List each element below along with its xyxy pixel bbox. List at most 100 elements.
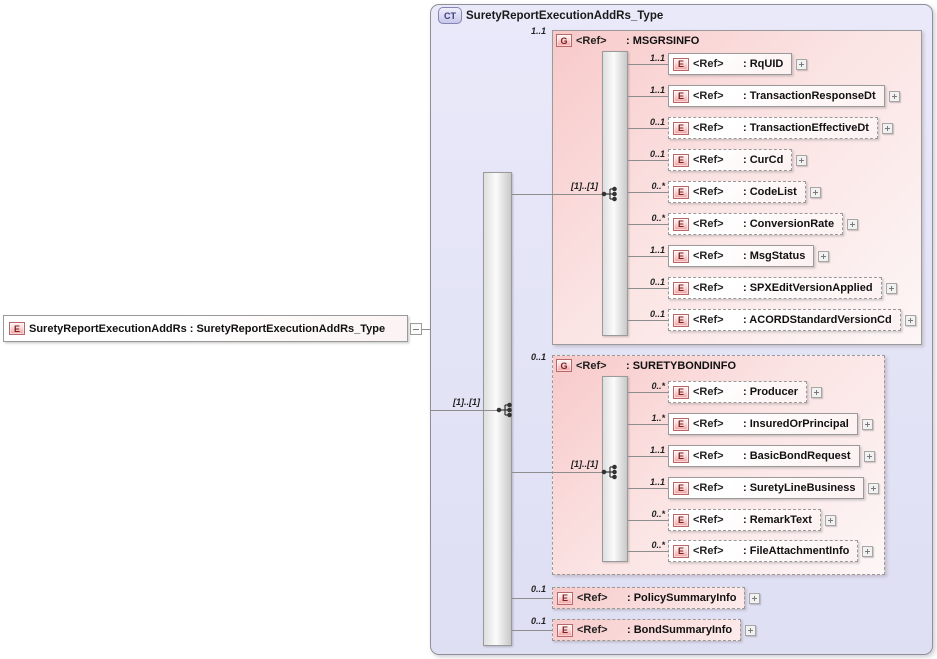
element-icon: E [673,449,689,463]
cardinality-label: 0..1 [649,277,665,287]
complex-type-icon: CT [438,7,462,24]
element-icon: E [673,385,689,399]
element-name: : RqUID [743,58,784,70]
connector-line [628,96,668,97]
element-row-bondsummaryinfo: E <Ref> : BondSummaryInfo [552,619,757,641]
element-name: : InsuredOrPrincipal [743,418,849,430]
element-box[interactable]: E <Ref> : TransactionEffectiveDt [668,117,878,139]
element-icon: E [673,121,689,135]
element-row-acordstandardversioncd: E <Ref> : ACORDStandardVersionCd [668,309,916,331]
connector-line [628,64,668,65]
element-ref-label: <Ref> [693,450,724,462]
element-box[interactable]: E <Ref> : ConversionRate [668,213,844,235]
expand-icon[interactable] [847,218,859,230]
sequence-icon [496,401,514,419]
element-box[interactable]: E <Ref> : CodeList [668,181,806,203]
cardinality-label: 0..1 [530,616,546,626]
expand-icon[interactable] [809,186,821,198]
element-row-curcd: E <Ref> : CurCd [668,149,808,171]
element-name: : RemarkText [743,514,812,526]
group-header-msgrsinfo: G <Ref> : MSGRSINFO [556,34,699,47]
cardinality-label: 0..* [651,509,665,519]
element-ref-label: <Ref> [693,154,724,166]
connector-line [628,128,668,129]
cardinality-label: 1..1 [649,53,665,63]
connector-line [628,192,668,193]
expand-icon[interactable] [811,386,823,398]
expand-icon[interactable] [885,282,897,294]
element-icon: E [673,481,689,495]
cardinality-label: 0..1 [649,149,665,159]
group-ref-label: <Ref> [576,34,607,47]
connector-line [628,520,668,521]
expand-icon[interactable] [888,90,900,102]
connector-line [628,288,668,289]
element-box[interactable]: E <Ref> : RqUID [668,53,793,75]
cardinality-label: 0..1 [649,117,665,127]
connector-line [628,256,668,257]
expand-icon[interactable] [796,154,808,166]
sequence-icon [601,185,619,203]
expand-icon[interactable] [818,250,830,262]
element-icon: E [673,89,689,103]
expand-icon[interactable] [904,314,916,326]
connector-line [431,410,497,411]
expand-icon[interactable] [881,122,893,134]
element-box[interactable]: E <Ref> : BasicBondRequest [668,445,860,467]
element-ref-label: <Ref> [693,314,724,326]
expand-icon[interactable] [824,514,836,526]
expand-icon[interactable] [862,545,874,557]
element-icon: E [557,591,573,605]
element-box[interactable]: E <Ref> : ACORDStandardVersionCd [668,309,901,331]
expand-icon[interactable] [868,482,880,494]
element-box[interactable]: E <Ref> : PolicySummaryInfo [552,587,746,609]
element-box[interactable]: E <Ref> : RemarkText [668,509,821,531]
cardinality-label: 1..1 [649,245,665,255]
group-ref-label: <Ref> [576,359,607,372]
expand-icon[interactable] [861,418,873,430]
element-box[interactable]: E <Ref> : MsgStatus [668,245,815,267]
root-element-box[interactable]: E SuretyReportExecutionAddRs : SuretyRep… [3,315,408,342]
element-row-basicbondrequest: E <Ref> : BasicBondRequest [668,445,875,467]
element-box[interactable]: E <Ref> : CurCd [668,149,793,171]
cardinality-label: 1..* [651,413,665,423]
element-box[interactable]: E <Ref> : SPXEditVersionApplied [668,277,882,299]
element-row-suretylinebusiness: E <Ref> : SuretyLineBusiness [668,477,880,499]
connector-line [512,598,552,599]
element-row-conversionrate: E <Ref> : ConversionRate [668,213,859,235]
cardinality-label: 1..1 [530,26,546,36]
element-icon: E [673,185,689,199]
element-row-producer: E <Ref> : Producer [668,381,823,403]
cardinality-label: [1]..[1] [571,459,598,469]
element-ref-label: <Ref> [693,218,724,230]
element-box[interactable]: E <Ref> : FileAttachmentInfo [668,540,859,562]
complex-type-header: CT SuretyReportExecutionAddRs_Type [438,7,663,24]
element-box[interactable]: E <Ref> : SuretyLineBusiness [668,477,865,499]
element-box[interactable]: E <Ref> : TransactionResponseDt [668,85,885,107]
element-icon: E [673,249,689,263]
connector-line [628,551,668,552]
collapse-icon[interactable] [410,323,422,335]
element-box[interactable]: E <Ref> : Producer [668,381,808,403]
expand-icon[interactable] [745,624,757,636]
element-row-transactioneffectivedt: E <Ref> : TransactionEffectiveDt [668,117,893,139]
element-icon: E [673,217,689,231]
element-name: : PolicySummaryInfo [627,592,737,604]
element-row-spxeditversionapplied: E <Ref> : SPXEditVersionApplied [668,277,897,299]
cardinality-label: 0..1 [649,309,665,319]
element-ref-label: <Ref> [693,58,724,70]
expand-icon[interactable] [749,592,761,604]
cardinality-label: 0..1 [530,352,546,362]
element-name: : SPXEditVersionApplied [743,282,873,294]
element-box[interactable]: E <Ref> : InsuredOrPrincipal [668,413,858,435]
element-ref-label: <Ref> [693,545,724,557]
group-name: : SURETYBONDINFO [626,359,736,372]
connector-line [628,392,668,393]
element-box[interactable]: E <Ref> : BondSummaryInfo [552,619,742,641]
sequence-icon [601,463,619,481]
element-ref-label: <Ref> [693,250,724,262]
expand-icon[interactable] [863,450,875,462]
element-ref-label: <Ref> [693,122,724,134]
expand-icon[interactable] [796,58,808,70]
connector-line [628,488,668,489]
